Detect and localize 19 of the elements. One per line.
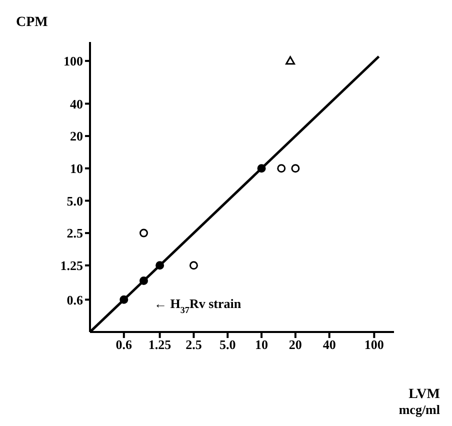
y-tick-label: 20 [70,128,83,144]
y-tick-label: 10 [70,160,83,176]
y-tick-label: 1.25 [60,258,84,274]
y-tick-label: 0.6 [66,292,84,308]
y-tick-label: 5.0 [66,193,83,208]
x-tick-label: 2.5 [186,337,202,352]
x-tick-label: 5.0 [220,337,236,352]
x-tick-label: 0.6 [116,337,133,352]
x-tick-label: 1.25 [148,337,172,352]
x-axis-title: LVM mcg/ml [398,387,440,417]
annotation: ← H$_{37}$Rv strain [154,296,242,315]
x-tick-label: 10 [255,337,268,352]
y-tick-label: 100 [64,54,83,69]
x-tick-label: 20 [288,337,302,352]
x-tick-label: 100 [364,337,384,352]
x-tick-label: 40 [322,337,336,352]
y-tick-label: 2.5 [66,226,84,241]
y-axis-title: CPM [16,15,48,30]
y-tick-label: 40 [70,96,83,112]
